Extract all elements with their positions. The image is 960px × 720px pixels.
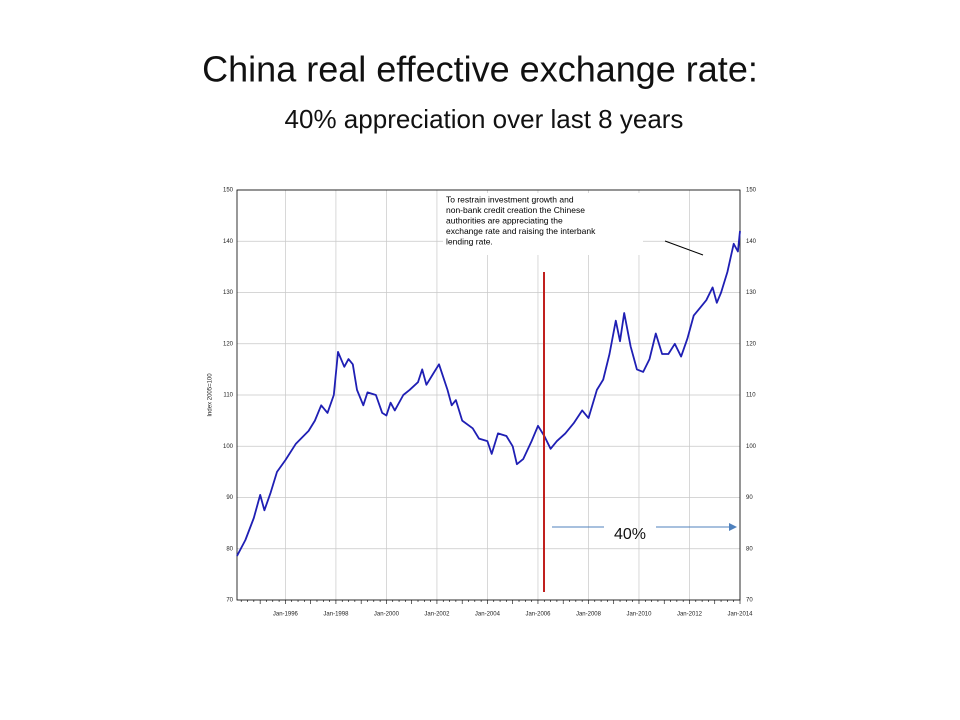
y2-tick-label: 100 [746,444,757,450]
y-tick-label: 140 [223,239,234,245]
y2-tick-label: 130 [746,290,757,296]
data-line [236,230,741,557]
plot-area: 70 70 80 80 90 90 100 100 110 110 120 120 130 130 140 1… [223,188,757,618]
annotation-text: lending rate. [446,236,493,246]
y2-tick-label: 140 [746,239,757,245]
x-tick-label: Jan-2006 [525,612,551,618]
annotation-box [443,193,643,255]
y-tick-label: 120 [223,341,234,347]
x-tick-label: Jan-2000 [374,612,400,618]
x-tick-label: Jan-2012 [677,612,703,618]
y-tick-label: 130 [223,290,234,296]
y-tick-label: 90 [226,495,233,501]
callout-line [664,240,704,256]
annotation-text: exchange rate and raising the interbank [446,226,596,236]
arrow-label: 40% [614,526,646,543]
y2-tick-label: 90 [746,495,753,501]
x-tick-label: Jan-2010 [626,612,652,618]
y2-tick-label: 70 [746,598,753,604]
x-tick-label: Jan-2002 [424,612,450,618]
y-axis-label: Index 2005=100 [208,373,214,417]
y2-tick-label: 80 [746,546,753,552]
y-tick-label: 70 [226,598,233,604]
y2-tick-label: 150 [746,188,757,194]
x-tick-label: Jan-2014 [727,612,753,618]
x-tick-label: Jan-2004 [475,612,501,618]
annotation-text: authorities are appreciating the [446,215,563,225]
slide-title: China real effective exchange rate: [202,49,758,90]
annotation-text: non-bank credit creation the Chinese [446,205,585,215]
y-tick-label: 110 [223,393,233,399]
plot-border [236,189,741,601]
x-tick-label: Jan-1998 [323,612,349,618]
y2-tick-label: 120 [746,341,757,347]
slide-subtitle: 40% appreciation over last 8 years [285,104,684,134]
y-tick-label: 150 [223,188,234,194]
y-tick-label: 100 [223,444,234,450]
x-tick-label: Jan-2008 [576,612,602,618]
x-tick-label: Jan-1996 [273,612,299,618]
y2-tick-label: 110 [746,393,756,399]
annotation-text: To restrain investment growth and [446,194,574,204]
y-tick-label: 80 [226,546,233,552]
